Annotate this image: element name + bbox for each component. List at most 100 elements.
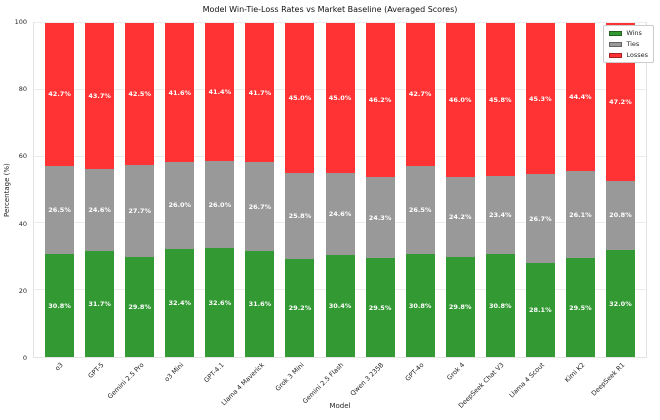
segment-wins: 30.4% bbox=[325, 255, 355, 357]
value-label: 26.5% bbox=[408, 205, 432, 214]
value-label: 41.4% bbox=[208, 88, 232, 97]
value-label: 32.4% bbox=[168, 298, 192, 307]
value-label: 26.1% bbox=[569, 210, 592, 219]
segment-wins: 30.8% bbox=[405, 254, 435, 357]
value-label: 24.6% bbox=[88, 206, 111, 215]
value-label: 45.3% bbox=[529, 94, 552, 103]
legend-label-ties: Ties bbox=[626, 40, 640, 48]
value-label: 23.4% bbox=[488, 211, 512, 220]
segment-wins: 31.7% bbox=[85, 251, 115, 357]
value-label: 32.0% bbox=[609, 299, 632, 308]
y-axis-ticks: 0 20 40 60 80 100 bbox=[0, 18, 30, 362]
value-label: 45.0% bbox=[328, 94, 352, 103]
value-label: 45.8% bbox=[488, 95, 512, 104]
value-label: 28.1% bbox=[529, 306, 552, 315]
legend-item-losses: Losses bbox=[609, 51, 648, 59]
segment-losses: 45.8% bbox=[485, 23, 515, 176]
value-label: 41.6% bbox=[168, 88, 192, 97]
bar-qwen-3-235b: 46.2% 24.3% 29.5% Qwen 3 235B bbox=[349, 23, 395, 398]
value-label: 42.7% bbox=[408, 90, 432, 99]
x-axis-label: Model bbox=[329, 402, 351, 410]
segment-losses: 43.7% bbox=[85, 23, 115, 169]
segment-wins: 29.5% bbox=[365, 258, 395, 357]
bar-deepseek-chat-v3: 45.8% 23.4% 30.8% DeepSeek Chat V3 bbox=[457, 23, 515, 410]
value-label: 30.8% bbox=[48, 301, 71, 310]
x-tick-label: Gemini 2.5 Flash bbox=[301, 361, 346, 406]
value-label: 30.8% bbox=[488, 301, 512, 310]
bar-o3: 42.7% 26.5% 30.8% o3 bbox=[45, 23, 75, 372]
legend-label-losses: Losses bbox=[626, 51, 648, 59]
legend: Wins Ties Losses bbox=[603, 25, 654, 63]
segment-wins: 32.6% bbox=[205, 248, 235, 357]
ties-swatch-icon bbox=[609, 41, 623, 47]
segment-ties: 25.8% bbox=[285, 173, 315, 260]
bar-deepseek-r1: 47.2% 20.8% 32.0% DeepSeek R1 bbox=[590, 23, 635, 398]
x-tick-label: Llama 4 Maverick bbox=[219, 361, 266, 408]
segment-wins: 29.8% bbox=[125, 257, 155, 357]
x-tick-label: Kimi K2 bbox=[562, 361, 587, 385]
value-label: 26.5% bbox=[48, 205, 71, 214]
chart-title: Model Win-Tie-Loss Rates vs Market Basel… bbox=[202, 5, 458, 14]
value-label: 29.8% bbox=[448, 303, 472, 312]
value-label: 43.7% bbox=[88, 91, 111, 100]
segment-wins: 30.8% bbox=[485, 254, 515, 357]
losses-swatch-icon bbox=[609, 52, 623, 58]
value-label: 44.4% bbox=[569, 93, 592, 102]
value-label: 29.2% bbox=[288, 304, 312, 313]
segment-losses: 41.6% bbox=[165, 23, 195, 162]
bar-gpt-4o: 42.7% 26.5% 30.8% GPT-4o bbox=[404, 23, 435, 383]
value-label: 30.8% bbox=[408, 301, 432, 310]
segment-ties: 24.2% bbox=[445, 176, 475, 258]
value-label: 26.0% bbox=[208, 200, 232, 209]
x-tick-label: GPT-4o bbox=[404, 361, 426, 383]
segment-losses: 42.7% bbox=[405, 23, 435, 166]
x-tick-label: Qwen 3 235B bbox=[349, 361, 386, 398]
x-tick-label: Llama 4 Scout bbox=[507, 361, 546, 400]
bar-gpt-5: 43.7% 24.6% 31.7% GPT-5 bbox=[85, 23, 115, 380]
bars: 42.7% 26.5% 30.8% o3 43.7% 24.6% 31.7% GPT-5 42.… bbox=[34, 23, 646, 410]
segment-losses: 42.5% bbox=[125, 23, 155, 165]
x-tick-label: Gemini 2.5 Pro bbox=[105, 361, 146, 401]
bar-grok-3-mini: 45.0% 25.8% 29.2% Grok 3 Mini bbox=[274, 23, 315, 393]
segment-losses: 44.4% bbox=[565, 23, 595, 172]
plot-area: 42.7% 26.5% 30.8% o3 43.7% 24.6% 31.7% GPT-5 42.… bbox=[33, 22, 647, 410]
value-label: 41.7% bbox=[248, 88, 272, 97]
segment-wins: 30.8% bbox=[45, 254, 75, 357]
segment-ties: 26.7% bbox=[525, 174, 555, 264]
value-label: 29.5% bbox=[569, 303, 592, 312]
segment-ties: 24.6% bbox=[325, 173, 355, 256]
segment-ties: 26.5% bbox=[405, 165, 435, 255]
bar-gpt-4-1: 41.4% 26.0% 32.6% GPT-4.1 bbox=[202, 23, 235, 384]
segment-losses: 45.0% bbox=[325, 23, 355, 174]
segment-ties: 24.6% bbox=[85, 168, 115, 252]
gridline bbox=[34, 22, 646, 23]
bar-gemini-2-5-flash: 45.0% 24.6% 30.4% Gemini 2.5 Flash bbox=[301, 23, 355, 405]
segment-wins: 29.5% bbox=[565, 258, 595, 357]
legend-item-ties: Ties bbox=[609, 40, 648, 48]
bar-llama-4-scout: 45.3% 26.7% 28.1% Llama 4 Scout bbox=[508, 23, 555, 399]
value-label: 47.2% bbox=[609, 97, 632, 106]
value-label: 45.0% bbox=[288, 94, 312, 103]
segment-losses: 45.0% bbox=[285, 23, 315, 174]
segment-wins: 32.4% bbox=[165, 248, 195, 357]
value-label: 31.7% bbox=[88, 300, 111, 309]
value-label: 24.6% bbox=[328, 210, 352, 219]
value-label: 24.3% bbox=[368, 213, 392, 222]
y-tick-label: 40 bbox=[18, 219, 27, 228]
segment-ties: 23.4% bbox=[485, 176, 515, 255]
value-label: 26.7% bbox=[248, 202, 272, 211]
x-tick-label: GPT-4.1 bbox=[202, 361, 226, 385]
value-label: 20.8% bbox=[609, 211, 632, 220]
x-tick-label: Grok 4 bbox=[444, 361, 466, 382]
segment-losses: 45.3% bbox=[525, 23, 555, 175]
value-label: 42.5% bbox=[128, 89, 151, 98]
bar-gemini-2-5-pro: 42.5% 27.7% 29.8% Gemini 2.5 Pro bbox=[106, 23, 155, 401]
segment-losses: 46.0% bbox=[445, 23, 475, 177]
x-tick-label: o3 bbox=[53, 361, 66, 373]
segment-ties: 27.7% bbox=[125, 164, 155, 258]
segment-ties: 26.5% bbox=[45, 165, 75, 255]
value-label: 30.4% bbox=[328, 302, 352, 311]
value-label: 42.7% bbox=[48, 90, 71, 99]
value-label: 31.6% bbox=[248, 300, 272, 309]
